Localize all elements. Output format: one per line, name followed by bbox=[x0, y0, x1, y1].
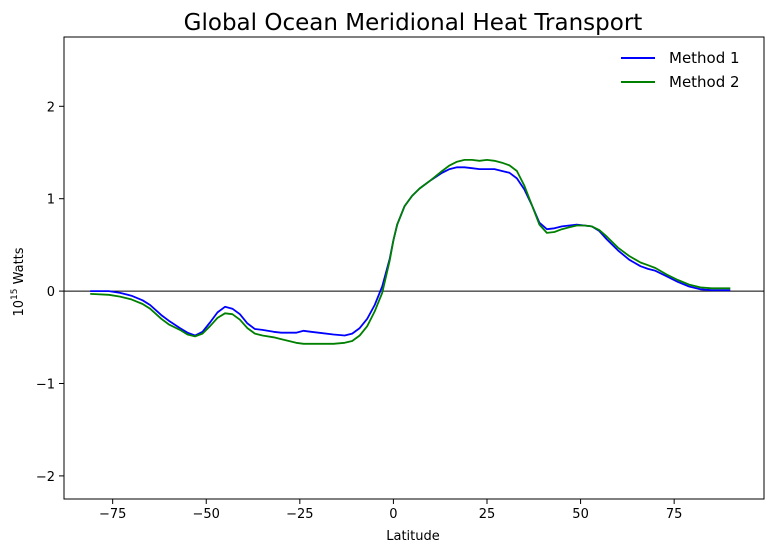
y-tick-label: 2 bbox=[47, 100, 55, 115]
y-axis-label-exponent: 15 bbox=[10, 289, 20, 300]
x-tick-label: 75 bbox=[666, 507, 683, 522]
legend: Method 1 Method 2 bbox=[621, 49, 740, 91]
y-tick-label: 1 bbox=[47, 193, 55, 208]
y-axis-label-unit: Watts bbox=[12, 247, 27, 288]
x-tick-label: −75 bbox=[99, 507, 126, 522]
y-axis-label: 1015 Watts bbox=[10, 247, 27, 316]
x-tick-label: 0 bbox=[389, 507, 397, 522]
x-tick-label: −50 bbox=[193, 507, 220, 522]
legend-label-method-1: Method 1 bbox=[669, 49, 740, 67]
axis-ticks: −75 −50 −25 0 25 50 75 −2 −1 0 1 2 bbox=[36, 100, 683, 522]
x-tick-label: 50 bbox=[572, 507, 589, 522]
x-tick-label: 25 bbox=[479, 507, 496, 522]
x-tick-label: −25 bbox=[286, 507, 313, 522]
y-tick-label: −1 bbox=[36, 378, 55, 393]
chart-title: Global Ocean Meridional Heat Transport bbox=[184, 10, 643, 36]
y-tick-label: −2 bbox=[36, 470, 55, 485]
series-line-method-1 bbox=[90, 166, 731, 337]
x-axis-label: Latitude bbox=[386, 529, 440, 544]
y-axis-label-base: 10 bbox=[12, 300, 27, 317]
series-line-method-2 bbox=[90, 158, 731, 345]
axes-frame bbox=[63, 36, 765, 500]
y-tick-label: 0 bbox=[47, 285, 55, 300]
legend-label-method-2: Method 2 bbox=[669, 73, 740, 91]
plot-area bbox=[64, 158, 764, 345]
